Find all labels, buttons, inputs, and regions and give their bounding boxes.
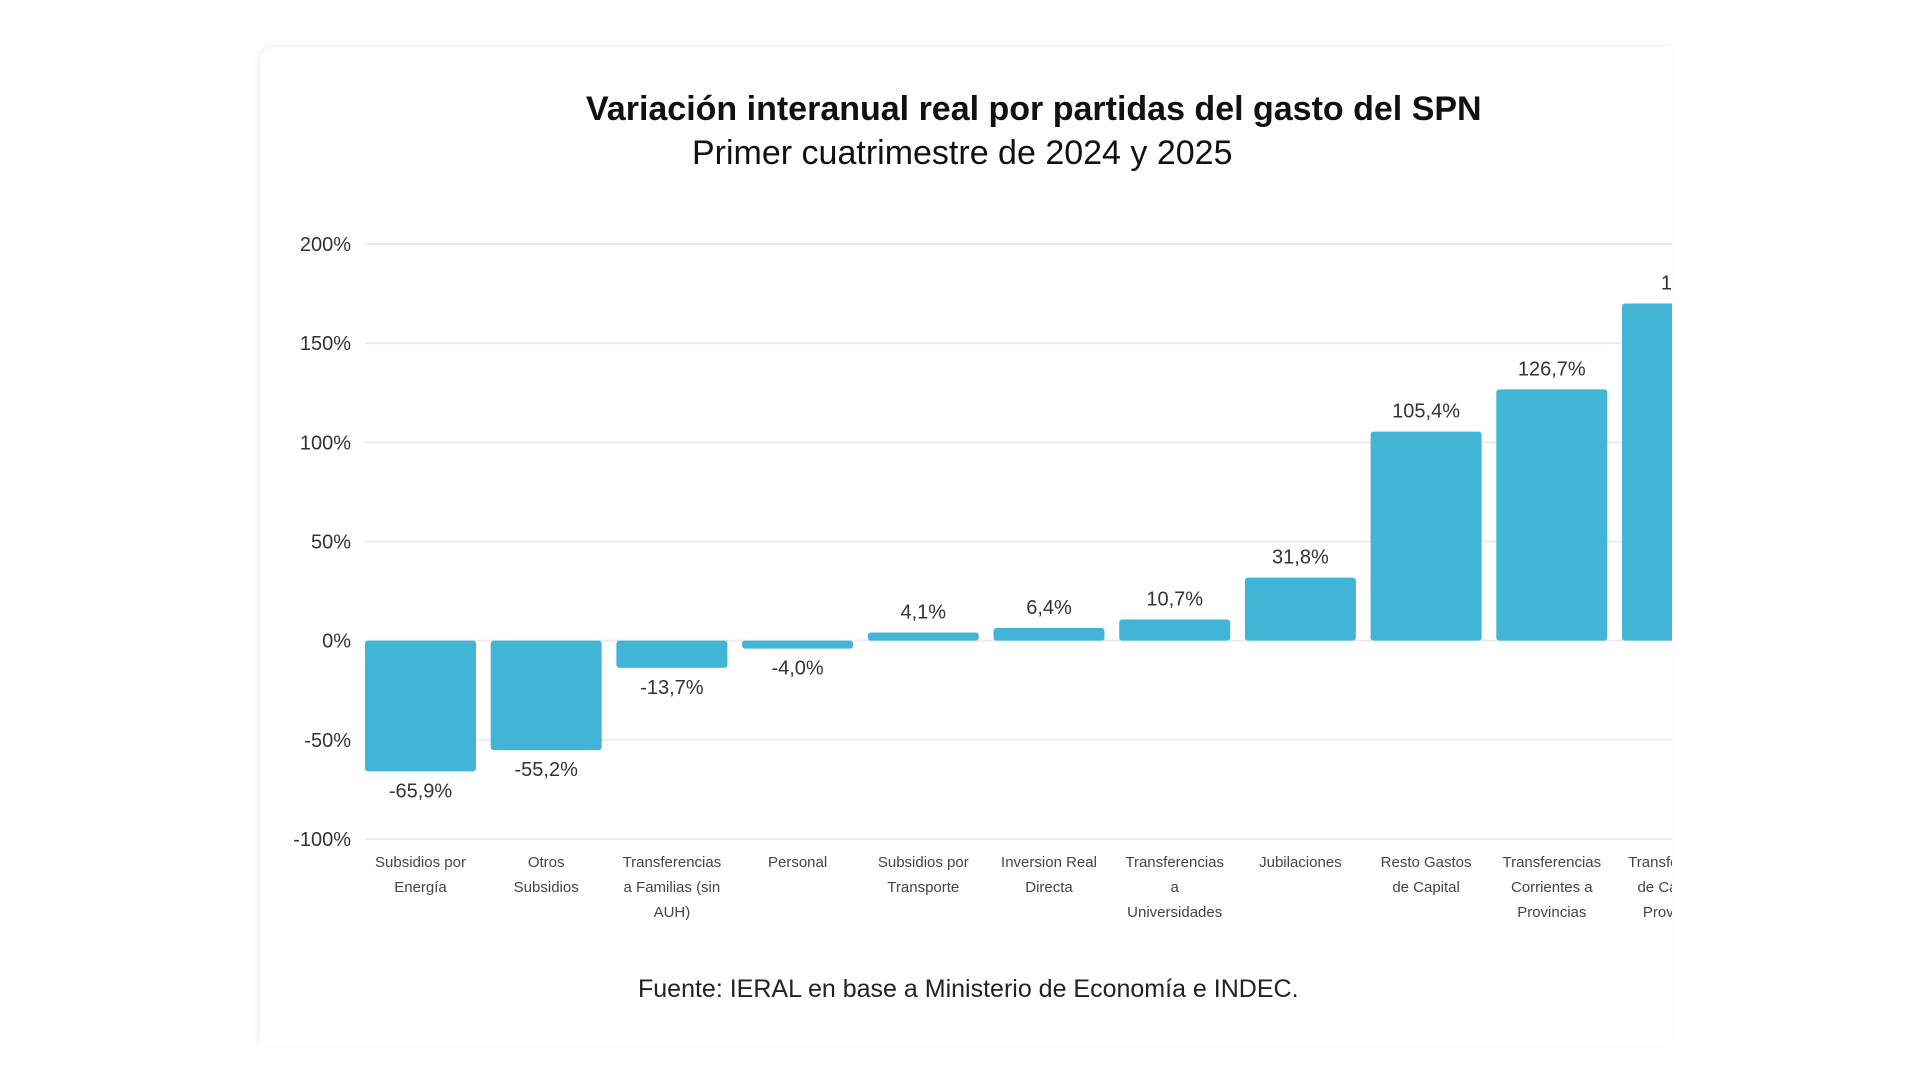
x-tick-label: Transferencias xyxy=(1125,854,1224,871)
data-label: 31,8% xyxy=(1272,547,1329,569)
chart-source: Fuente: IERAL en base a Ministerio de Ec… xyxy=(638,975,1299,1003)
y-tick-label: 200% xyxy=(300,234,351,256)
x-tick-label: Corrientes a xyxy=(1511,879,1593,896)
y-tick-label: -100% xyxy=(293,829,351,851)
y-tick-label: -50% xyxy=(304,730,351,752)
bar xyxy=(867,632,979,641)
bar xyxy=(1370,431,1482,641)
bar xyxy=(1496,389,1608,641)
data-label: -13,7% xyxy=(640,677,704,699)
y-tick-label: 100% xyxy=(300,432,351,454)
x-tick-label: Provincias xyxy=(1643,904,1672,921)
y-tick-label: 150% xyxy=(300,333,351,355)
x-tick-label: de Capital a xyxy=(1637,879,1672,896)
x-tick-label: Directa xyxy=(1025,879,1073,896)
x-tick-label: Transporte xyxy=(887,879,959,896)
chart-subtitle: Primer cuatrimestre de 2024 y 2025 xyxy=(692,134,1233,172)
data-label: 10,7% xyxy=(1146,588,1203,610)
x-tick-label: a xyxy=(1171,879,1180,896)
data-label: 105,4% xyxy=(1392,401,1460,423)
chart-card: Variación interanual real por partidas d… xyxy=(260,47,1672,1047)
x-tick-label: Subsidios por xyxy=(375,854,466,871)
x-tick-label: a Familias (sin xyxy=(624,879,721,896)
x-tick-label: Otros xyxy=(528,854,565,871)
x-tick-label: Inversion Real xyxy=(1001,854,1097,871)
y-tick-label: 50% xyxy=(311,532,351,554)
x-tick-label: Subsidios por xyxy=(878,854,969,871)
x-tick-label: de Capital xyxy=(1392,879,1460,896)
x-tick-label: Transferencias xyxy=(1628,854,1672,871)
x-tick-label: Personal xyxy=(768,854,827,871)
bar xyxy=(1244,577,1356,641)
data-label: 170 xyxy=(1661,273,1672,295)
bar xyxy=(490,640,602,751)
x-tick-label: Energía xyxy=(394,879,447,896)
bar xyxy=(1622,303,1672,641)
x-tick-label: AUH) xyxy=(654,904,691,921)
x-tick-label: Resto Gastos xyxy=(1381,854,1472,871)
x-tick-label: Transferencias xyxy=(623,854,722,871)
chart-title: Variación interanual real por partidas d… xyxy=(586,90,1482,128)
x-tick-label: Universidades xyxy=(1127,904,1222,921)
bar xyxy=(1119,619,1231,641)
x-tick-label: Subsidios xyxy=(514,879,579,896)
data-label: -65,9% xyxy=(389,780,453,802)
bar xyxy=(616,640,728,668)
x-tick-label: Transferencias xyxy=(1502,854,1601,871)
x-tick-label: Provincias xyxy=(1517,904,1586,921)
data-label: 126,7% xyxy=(1518,358,1586,380)
bar xyxy=(993,627,1105,641)
data-label: -4,0% xyxy=(771,658,823,680)
y-tick-label: 0% xyxy=(322,631,351,653)
data-label: 6,4% xyxy=(1026,597,1072,619)
bar-chart: 200% 150% 100% 50% 0% -50% -100% -65,9% Subsidio… xyxy=(293,234,1672,921)
data-label: 4,1% xyxy=(901,602,947,624)
data-label: -55,2% xyxy=(515,759,579,781)
bar xyxy=(365,640,476,772)
bar xyxy=(742,640,854,649)
x-tick-label: Jubilaciones xyxy=(1259,854,1342,871)
